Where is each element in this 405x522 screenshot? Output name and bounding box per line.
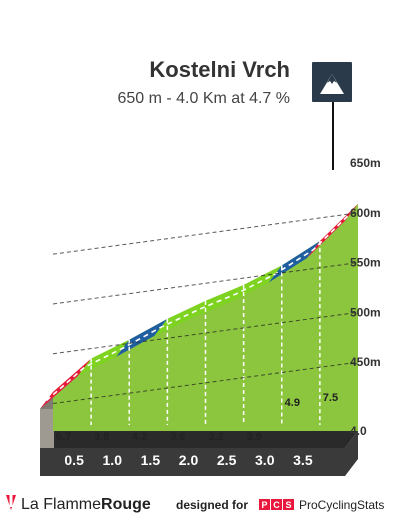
- pcs-badge-s: S: [285, 500, 291, 510]
- gradient-label: 7.5: [323, 392, 338, 404]
- gradient-label: 6.7: [56, 431, 71, 443]
- km-tick-label: 1.0: [103, 452, 123, 468]
- elevation-gridline: [52, 262, 359, 305]
- km-bar-top: [40, 431, 358, 448]
- flame-logo-icon: [6, 494, 16, 510]
- gradient-label: 4.9: [285, 397, 300, 409]
- km-tick-label: 2.0: [179, 452, 199, 468]
- ribbon-centerline: [45, 211, 353, 402]
- km-tick-label: 1.5: [141, 452, 161, 468]
- designed-for-label: designed for: [176, 498, 248, 512]
- elevation-tick-label: 550m: [350, 256, 381, 270]
- km-tick-label: 3.0: [255, 452, 275, 468]
- climb-subtitle: 650 m - 4.0 Km at 4.7 %: [117, 90, 290, 107]
- elevation-tick-label: 600m: [350, 206, 381, 220]
- climb-title: Kostelni Vrch: [149, 57, 290, 82]
- mountain-summit-icon: [312, 62, 352, 170]
- gradient-ribbon-segment: [268, 241, 320, 283]
- km-bar: [40, 431, 358, 476]
- elevation-gridline: [52, 212, 359, 255]
- elevation-tick-label: 500m: [350, 305, 381, 319]
- gradient-label: 3.6: [170, 431, 185, 443]
- total-distance-label: 4.0: [350, 424, 367, 438]
- start-wall: [40, 409, 54, 448]
- gradient-label: 4.2: [132, 431, 147, 443]
- footer: La FlammeRouge designed for P C S ProCyc…: [6, 494, 384, 513]
- gradient-ribbon-segment: [40, 358, 92, 409]
- km-tick-label: 0.5: [64, 452, 84, 468]
- gradient-label: 3.8: [94, 431, 109, 443]
- pcs-badge: P C S: [259, 499, 294, 510]
- km-tick-label: 2.5: [217, 452, 237, 468]
- pcs-name: ProCyclingStats: [299, 498, 384, 512]
- elevation-gridline: [52, 361, 359, 405]
- elevation-tick-label: 450m: [350, 355, 381, 369]
- brand-logo-text: La FlammeRouge: [21, 496, 151, 513]
- elevation-tick-label: 650m: [350, 156, 381, 170]
- profile-area: 450m 500m 550m 600m 650m 4.0 0.5 1.0 1.5 2.0 2.5 3.…: [40, 156, 381, 476]
- gradient-label: 3.2: [208, 431, 223, 443]
- pcs-badge-c: C: [273, 500, 280, 510]
- elevation-gridline: [52, 311, 359, 355]
- pcs-badge-p: P: [261, 500, 267, 510]
- gradient-label: 3.9: [247, 431, 262, 443]
- km-tick-label: 3.5: [293, 452, 313, 468]
